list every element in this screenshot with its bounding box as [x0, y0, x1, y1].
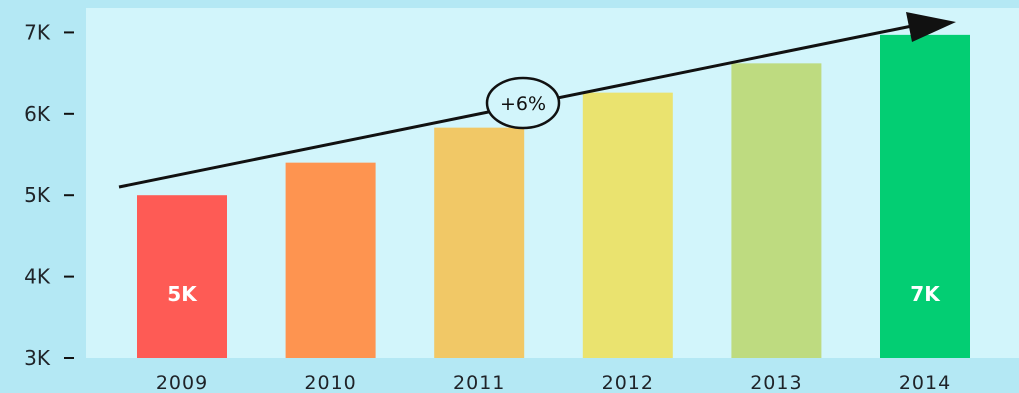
x-tick-label: 2009: [156, 372, 208, 393]
growth-badge: [485, 76, 561, 130]
bar-2014: [880, 34, 970, 358]
growth-label: +6%: [500, 93, 546, 115]
x-tick-label: 2011: [453, 372, 505, 393]
bar-value-label: 5K: [167, 282, 198, 306]
x-tick-label: 2010: [304, 372, 356, 393]
bar-value-label: 7K: [910, 282, 941, 306]
y-tick-label: 7K: [24, 20, 51, 44]
x-tick-label: 2012: [602, 372, 654, 393]
growth-annotation: +6%: [118, 12, 956, 189]
bars: 5K 7K: [137, 34, 970, 359]
bar-2011: [434, 127, 525, 359]
x-tick-label: 2014: [899, 372, 951, 393]
y-tick-label: 4K: [24, 265, 51, 289]
plot-area: [86, 8, 1019, 358]
trend-arrow-head: [906, 12, 956, 42]
bar-2009: [137, 195, 227, 358]
x-tick-label: 2013: [750, 372, 802, 393]
y-tick-label: 3K: [24, 346, 51, 370]
bar-2012: [582, 92, 673, 359]
y-axis: 3K 4K 5K 6K 7K: [24, 20, 74, 370]
y-tick-label: 5K: [24, 183, 51, 207]
bar-2013: [731, 63, 822, 358]
x-axis: 2009 2010 2011 2012 2013 2014: [156, 372, 951, 393]
bar-2010: [285, 162, 376, 358]
y-tick-label: 6K: [24, 102, 51, 126]
